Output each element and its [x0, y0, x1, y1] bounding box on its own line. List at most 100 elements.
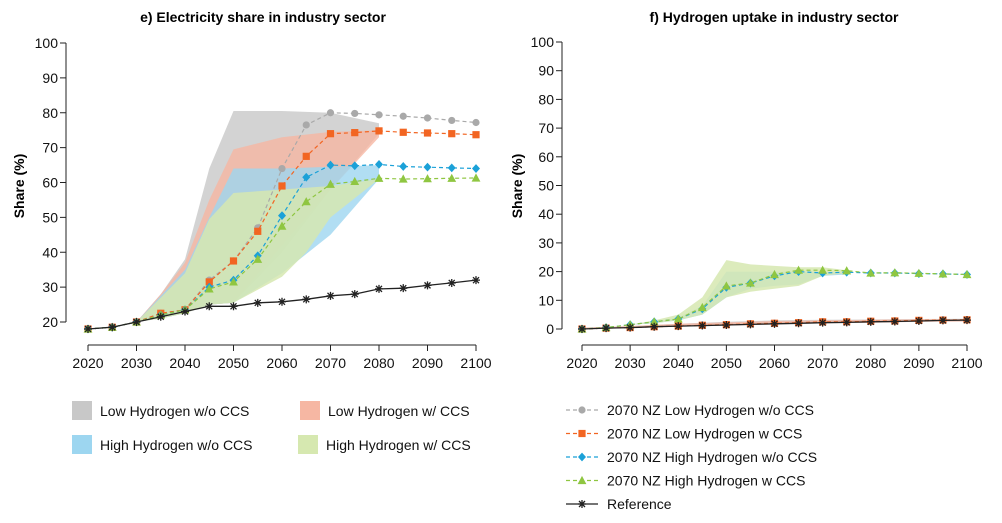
data-point [278, 297, 286, 306]
data-point [914, 316, 923, 325]
data-point [398, 174, 408, 183]
x-tick-label: 2060 [266, 355, 297, 371]
data-point [326, 160, 335, 170]
data-point [375, 159, 383, 169]
x-tick-label: 2100 [951, 355, 982, 371]
data-point [938, 269, 948, 278]
data-point [229, 257, 238, 265]
y-tick-label: 20 [538, 264, 554, 280]
data-point [472, 118, 480, 127]
legend-item: 2070 NZ High Hydrogen w CCS [566, 473, 805, 489]
data-point [399, 162, 408, 171]
data-point [181, 307, 189, 316]
legend-item: High Hydrogen w/o CCS [72, 435, 253, 454]
data-point [697, 302, 707, 312]
series-markers [578, 316, 971, 333]
legend-label: Low Hydrogen w/o CCS [100, 403, 249, 419]
range-band [136, 179, 379, 322]
data-point [229, 277, 238, 286]
data-point [399, 284, 408, 293]
legend-item: Reference [566, 496, 672, 512]
data-point [842, 318, 851, 327]
y-tick-label: 60 [538, 149, 554, 165]
data-point [351, 109, 359, 118]
data-point [649, 317, 659, 326]
data-point [472, 164, 480, 173]
data-point [423, 174, 432, 183]
data-point [326, 291, 335, 300]
data-point [746, 278, 755, 287]
x-tick-label: 2030 [121, 355, 152, 371]
legend-item: 2070 NZ High Hydrogen w/o CCS [566, 449, 817, 465]
data-point [350, 290, 359, 299]
data-point [350, 161, 359, 171]
data-point [423, 114, 432, 122]
y-tick-label: 30 [42, 279, 58, 295]
data-point [423, 162, 432, 172]
x-tick-label: 2050 [711, 355, 742, 371]
chart-electricity-share: e) Electricity share in industry sector … [11, 9, 492, 371]
data-point [794, 265, 803, 274]
legend-marker [577, 475, 587, 485]
legend-item: 2070 NZ Low Hydrogen w/o CCS [566, 402, 814, 418]
legend-label: 2070 NZ Low Hydrogen w CCS [607, 426, 802, 442]
x-axis: 2020 2030 2040 2050 2060 2070 2080 2090 2100 [72, 344, 492, 371]
data-point [818, 265, 828, 274]
data-point [302, 295, 311, 304]
data-point [326, 109, 335, 117]
data-point [326, 130, 335, 138]
x-tick-label: 2070 [807, 355, 838, 371]
y-axis-label: Share (%) [509, 154, 525, 219]
data-point [890, 268, 900, 277]
legend-label: High Hydrogen w/o CCS [100, 437, 253, 453]
data-point [722, 320, 731, 329]
data-point [578, 325, 586, 333]
data-point [108, 323, 117, 332]
data-point [278, 182, 286, 190]
line-legend: 2070 NZ Low Hydrogen w/o CCS 2070 NZ Low … [566, 402, 817, 512]
legend-item: High Hydrogen w/ CCS [298, 435, 471, 454]
data-point [302, 121, 310, 129]
y-tick-label: 10 [538, 292, 554, 308]
data-point [132, 318, 141, 326]
x-tick-label: 2080 [855, 355, 886, 371]
data-point [351, 129, 359, 137]
y-tick-label: 100 [35, 35, 59, 51]
legend-swatch [72, 401, 92, 420]
y-tick-label: 80 [42, 105, 58, 121]
data-point [602, 324, 611, 333]
legend-marker [578, 429, 586, 438]
data-point [326, 179, 335, 188]
legend-item: Low Hydrogen w/o CCS [72, 401, 249, 420]
legend-label: 2070 NZ High Hydrogen w CCS [607, 473, 805, 489]
data-point [818, 318, 827, 327]
data-point [205, 278, 213, 286]
data-point [866, 268, 876, 277]
data-point [938, 316, 947, 325]
legend-swatch [298, 435, 318, 454]
data-point [963, 316, 971, 325]
data-point [84, 324, 92, 333]
data-point [447, 278, 456, 287]
y-tick-label: 60 [42, 175, 58, 191]
data-point [229, 302, 238, 311]
legend-item: 2070 NZ Low Hydrogen w CCS [566, 426, 802, 442]
data-point [277, 221, 287, 230]
data-point [205, 302, 214, 311]
series-markers [84, 276, 480, 333]
data-point [447, 163, 456, 173]
data-point [302, 152, 310, 160]
x-tick-label: 2040 [169, 355, 200, 371]
data-point [650, 322, 659, 331]
legend-label: Reference [607, 496, 672, 512]
x-tick-label: 2040 [663, 355, 694, 371]
data-point [375, 284, 383, 293]
x-tick-label: 2070 [315, 355, 346, 371]
x-tick-label: 2100 [460, 355, 491, 371]
data-point [448, 130, 456, 138]
x-tick-label: 2090 [903, 355, 934, 371]
x-tick-label: 2020 [566, 355, 597, 371]
y-axis-label: Share (%) [11, 154, 27, 219]
data-point [375, 111, 383, 119]
